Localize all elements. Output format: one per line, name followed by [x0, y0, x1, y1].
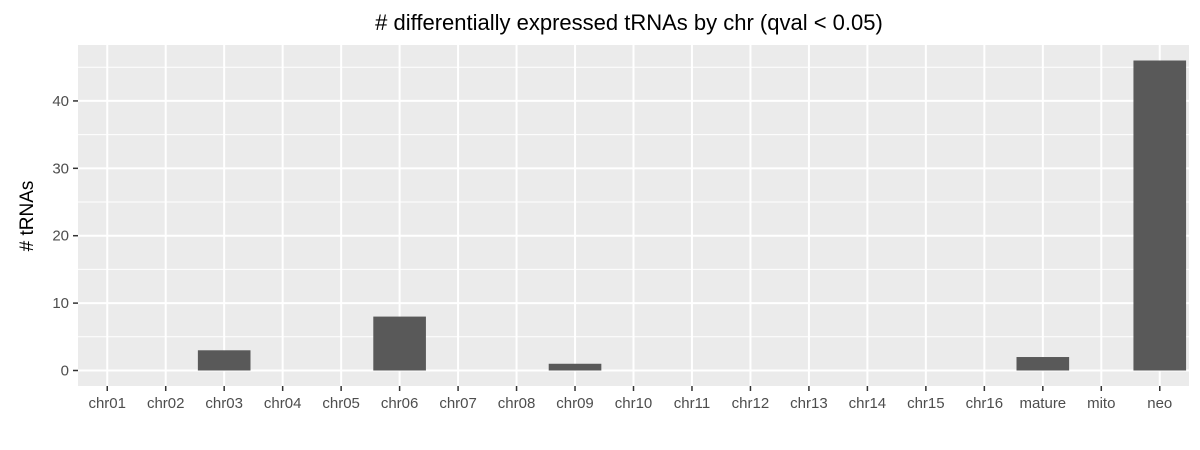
x-tick-label: chr01: [88, 395, 126, 412]
x-tick-label: chr02: [147, 395, 185, 412]
y-axis-label: # tRNAs: [17, 181, 38, 252]
x-tick-label: chr09: [556, 395, 594, 412]
x-tick-label: chr13: [790, 395, 828, 412]
x-tick-label: chr16: [966, 395, 1004, 412]
x-tick-label: neo: [1147, 395, 1172, 412]
chart-title: # differentially expressed tRNAs by chr …: [375, 10, 883, 35]
x-tick-label: mature: [1019, 395, 1066, 412]
x-tick-label: chr15: [907, 395, 945, 412]
bar-neo: [1133, 60, 1187, 371]
y-tick-label: 0: [61, 363, 69, 380]
x-tick-label: chr12: [732, 395, 770, 412]
x-tick-label: chr14: [849, 395, 887, 412]
bars: [197, 60, 1187, 371]
x-tick-label: chr11: [674, 395, 710, 412]
y-tick-label: 20: [52, 228, 69, 245]
x-tick-label: chr03: [205, 395, 243, 412]
x-tick-label: chr10: [615, 395, 653, 412]
bar-chr09: [548, 363, 602, 371]
y-tick-label: 10: [52, 295, 69, 312]
x-tick-label: mito: [1087, 395, 1115, 412]
y-axis: 0 10 20 30 40: [52, 93, 78, 380]
bar-mature: [1016, 357, 1070, 371]
bar-chr06: [373, 316, 426, 371]
bar-chr03: [197, 350, 251, 371]
x-tick-label: chr06: [381, 395, 419, 412]
grid-lines: [78, 45, 1189, 386]
y-tick-label: 30: [52, 160, 69, 177]
y-tick-label: 40: [52, 93, 69, 110]
x-tick-label: chr07: [439, 395, 477, 412]
x-axis: chr01 chr02 chr03 chr04 chr05 chr06 chr07 chr08…: [88, 386, 1172, 412]
x-tick-label: chr04: [264, 395, 302, 412]
x-tick-label: chr05: [322, 395, 360, 412]
x-tick-label: chr08: [498, 395, 536, 412]
